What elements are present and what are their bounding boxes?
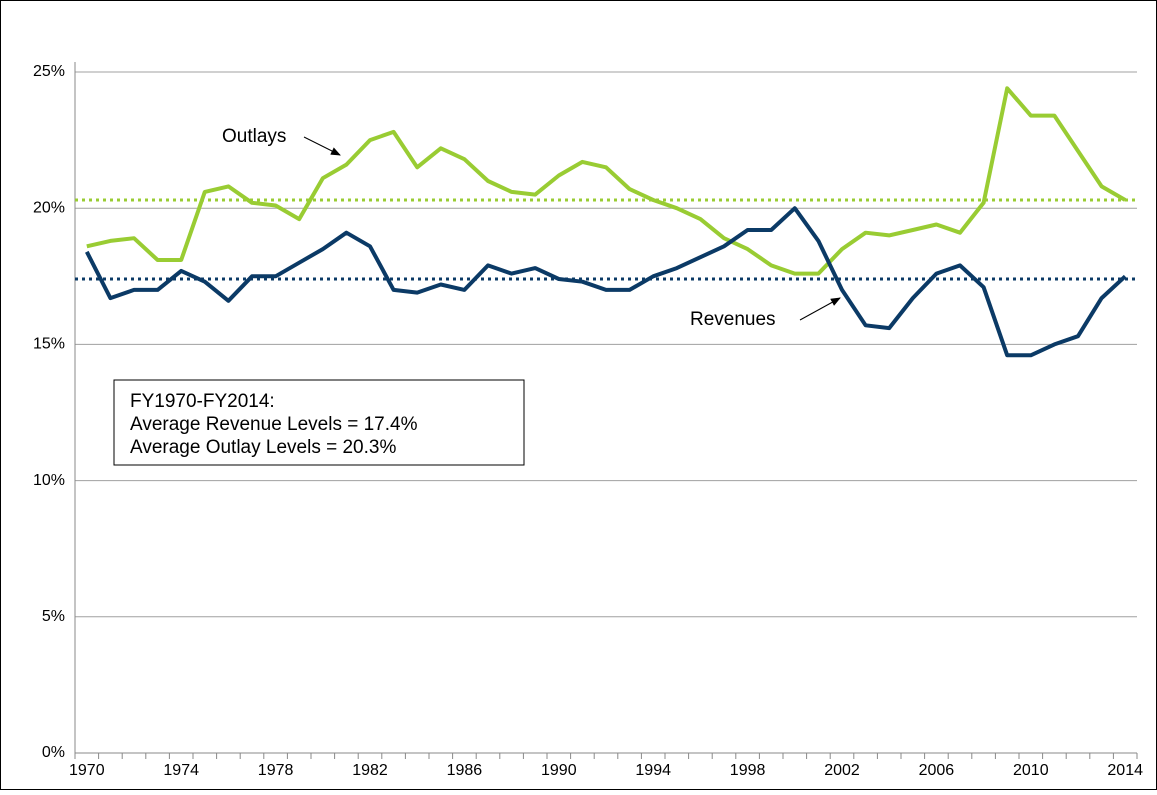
x-tick-label: 2002 <box>824 762 860 779</box>
series-line <box>86 86 1127 276</box>
x-tick-label: 1978 <box>258 762 294 779</box>
y-tick-label: 15% <box>33 336 65 353</box>
arrow <box>799 297 841 321</box>
series-label: Revenues <box>690 309 776 330</box>
y-tick-label: 0% <box>42 744 65 761</box>
x-tick-label: 2010 <box>1013 762 1049 779</box>
x-tick-label: 1982 <box>352 762 388 779</box>
series-line <box>85 206 1127 358</box>
arrow <box>303 136 341 156</box>
x-tick-label: 1990 <box>541 762 577 779</box>
x-tick-label: 1986 <box>447 762 483 779</box>
x-tick-label: 1994 <box>635 762 671 779</box>
annotation-line: Average Revenue Levels = 17.4% <box>130 414 418 435</box>
annotation-line: Average Outlay Levels = 20.3% <box>130 437 396 458</box>
series-labels: Outlays Revenues <box>222 126 841 330</box>
y-tick-label: 25% <box>33 63 65 80</box>
x-tick-label: 1970 <box>69 762 105 779</box>
x-tick-label: 1974 <box>163 762 199 779</box>
y-tick-label: 5% <box>42 608 65 625</box>
x-tick-label: 1998 <box>730 762 766 779</box>
y-tick-label: 10% <box>33 472 65 489</box>
x-tick-label: 2006 <box>919 762 955 779</box>
annotation-frame <box>113 379 525 466</box>
y-tick-label: 20% <box>33 199 65 216</box>
x-tick-label: 2014 <box>1107 762 1143 779</box>
annotation-line: FY1970-FY2014: <box>130 391 275 412</box>
plot-area: 0% 5% 10% 15% 20% 25% 1970 1974 1978 1982 1986 1990… <box>33 62 1143 779</box>
series-label: Outlays <box>222 126 286 147</box>
annotation-box: FY1970-FY2014: Average Revenue Levels = … <box>113 379 525 466</box>
